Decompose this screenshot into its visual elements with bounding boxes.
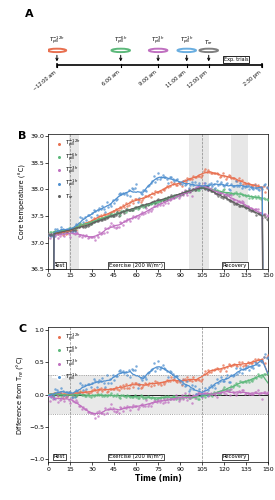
Text: 11:00 am: 11:00 am bbox=[165, 70, 187, 88]
Bar bbox=[189, 134, 210, 269]
Text: 6:00 am: 6:00 am bbox=[101, 70, 121, 87]
Text: Exp. trials: Exp. trials bbox=[224, 57, 249, 62]
Text: Recovery: Recovery bbox=[223, 454, 247, 460]
Legend: $T_{pill}^{-12h}$, $T_{pill}^{-6h}$, $T_{pill}^{-3h}$, $T_{pill}^{-1h}$, $T_{re}: $T_{pill}^{-12h}$, $T_{pill}^{-6h}$, $T_… bbox=[53, 138, 81, 201]
Text: A: A bbox=[25, 10, 34, 20]
Text: 9:00 am: 9:00 am bbox=[139, 70, 158, 87]
Bar bbox=[232, 134, 248, 269]
X-axis label: Time (min): Time (min) bbox=[135, 474, 182, 484]
Text: $T_{pill}^{-1h}$: $T_{pill}^{-1h}$ bbox=[180, 35, 194, 47]
Text: $T_{pill}^{-12h}$: $T_{pill}^{-12h}$ bbox=[49, 35, 65, 47]
Text: Rest: Rest bbox=[53, 454, 65, 460]
Text: $T_{pill}^{-6h}$: $T_{pill}^{-6h}$ bbox=[114, 35, 128, 47]
Text: Exercise (200 W/m²): Exercise (200 W/m²) bbox=[109, 263, 163, 268]
Text: $T_{re}$: $T_{re}$ bbox=[204, 38, 213, 47]
Text: Rest: Rest bbox=[53, 263, 65, 268]
Text: $T_{pill}^{-3h}$: $T_{pill}^{-3h}$ bbox=[151, 35, 165, 47]
Text: B: B bbox=[18, 131, 27, 141]
Bar bbox=[69, 134, 79, 269]
Text: Recovery: Recovery bbox=[223, 263, 247, 268]
Bar bbox=[48, 376, 268, 414]
Legend: $T_{pill}^{-12h}$, $T_{pill}^{-6h}$, $T_{pill}^{-3h}$, $T_{pill}^{-1h}$: $T_{pill}^{-12h}$, $T_{pill}^{-6h}$, $T_… bbox=[53, 331, 81, 384]
Text: C: C bbox=[18, 324, 27, 334]
Text: 2:30 pm: 2:30 pm bbox=[242, 70, 262, 87]
Text: 12:00 pm: 12:00 pm bbox=[187, 70, 209, 89]
Text: Exercise (200 W/m²): Exercise (200 W/m²) bbox=[109, 454, 163, 460]
Text: ~12:00 am: ~12:00 am bbox=[32, 70, 57, 92]
Y-axis label: Difference from T$_{re}$ (°C): Difference from T$_{re}$ (°C) bbox=[14, 355, 25, 434]
Y-axis label: Core temperature (°C): Core temperature (°C) bbox=[19, 164, 26, 239]
